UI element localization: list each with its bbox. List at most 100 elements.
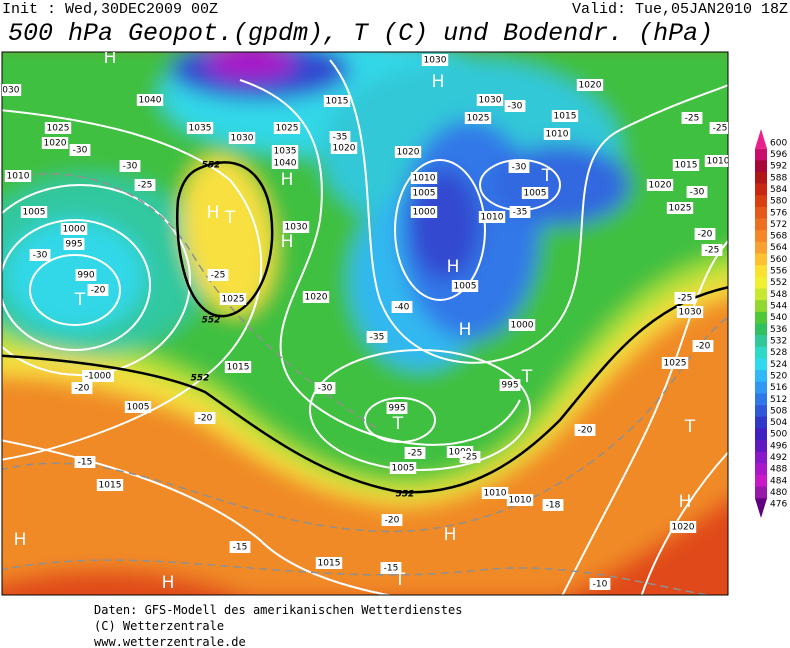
pressure-center: T [684,417,696,437]
colorbar-label: 496 [770,441,787,451]
colorbar-label: 536 [770,325,787,335]
colorbar-cell [755,171,767,184]
colorbar-cap [755,129,767,149]
contour-value: -20 [578,426,593,436]
contour-label: 552 [396,490,415,500]
contour-value: 1025 [467,114,490,124]
label-box [74,456,96,468]
isobars [2,59,728,595]
pressure-center: H [281,232,294,252]
contour-value: 1030 [424,56,447,66]
label-box [481,487,509,499]
colorbar-cap [755,498,767,518]
contour-value: 1005 [524,189,547,199]
label-box [499,379,521,391]
colorbar-label: 572 [770,220,787,230]
colorbar-cell [755,148,767,161]
label-box [674,292,696,304]
contour-value: 1005 [454,282,477,292]
colorbar-label: 520 [770,371,787,381]
contour-value: 1015 [99,481,122,491]
label-box [666,202,694,214]
label-box [44,122,72,134]
contour-value: 1010 [413,174,436,184]
label-box [551,110,579,122]
label-box [410,172,438,184]
contour-value: 1015 [554,112,577,122]
colorbar-cell [755,381,767,394]
pressure-center: T [392,414,404,434]
colorbar-cell [755,335,767,348]
footer-line: www.wetterzentrale.de [94,635,246,648]
contour-value: -25 [713,124,728,134]
label-box [421,54,449,66]
colorbar-cell [755,218,767,231]
label-box [2,84,22,96]
pressure-center: H [679,492,692,512]
contour-label: 552 [202,161,221,171]
label-box [229,541,251,553]
colorbar-cell [755,206,767,219]
label-box [661,357,689,369]
contour-value: -20 [75,384,90,394]
pressure-center: H [432,72,445,92]
label-box [119,160,141,172]
colorbar-cell [755,428,767,441]
colorbar-label: 508 [770,406,787,416]
colorbar-cell [755,276,767,289]
colorbar-label: 592 [770,162,787,172]
label-box [543,128,571,140]
colorbar-cell [755,323,767,336]
label-box [271,145,299,157]
colorbar-label: 500 [770,430,787,440]
contour-value: 1030 [285,223,308,233]
contour-value: 1000 [511,321,534,331]
colorbar-label: 540 [770,313,787,323]
contour-value: -30 [123,162,138,172]
contour-value: -30 [690,188,705,198]
label-box [478,211,506,223]
pressure-center: T [394,570,406,590]
map-title: 500 hPa Geopot.(gpdm), T (C) und Bodendr… [8,19,713,48]
contour-value: 1005 [23,208,46,218]
colorbar-cell [755,288,767,301]
label-box [686,186,708,198]
map-labels: HHHHHHTTTTTTHHHHTH10301040102510351020-3… [0,52,728,593]
contour-value: -30 [512,163,527,173]
colorbar-label: 544 [770,302,787,312]
contour-value: -25 [463,453,478,463]
label-box [589,578,611,590]
colorbar-label: 596 [770,150,787,160]
contour-value: 1030 [479,96,502,106]
colorbar-label: 504 [770,418,787,428]
label-box [224,361,252,373]
colorbar-cell [755,230,767,243]
contour-value: 1015 [318,559,341,569]
contour-value: 1015 [675,161,698,171]
contour-value: -25 [211,271,226,281]
footer-line: (C) Wetterzentrale [94,619,224,633]
label-box [60,223,88,235]
contour-value: -20 [198,414,213,424]
contour-value: 1010 [7,172,30,182]
colorbar-label: 548 [770,290,787,300]
contour-value: 1025 [664,359,687,369]
pressure-center: T [74,290,86,310]
contour-value: 1005 [392,464,415,474]
label-box [134,179,156,191]
colorbar-cell [755,416,767,429]
contour-value: 995 [501,381,518,391]
label-box [29,249,51,261]
contour-value: -25 [705,246,720,256]
contour-value: 1030 [0,86,20,96]
pressure-center: T [224,208,236,228]
contour-value: 1035 [274,147,297,157]
label-box [228,132,256,144]
map-field [2,52,728,595]
label-box [314,382,336,394]
contour-label: 552 [202,316,221,326]
contour-value: -35 [333,133,348,143]
contour-value: 1020 [44,139,67,149]
colorbar-cell [755,393,767,406]
label-box [380,562,402,574]
